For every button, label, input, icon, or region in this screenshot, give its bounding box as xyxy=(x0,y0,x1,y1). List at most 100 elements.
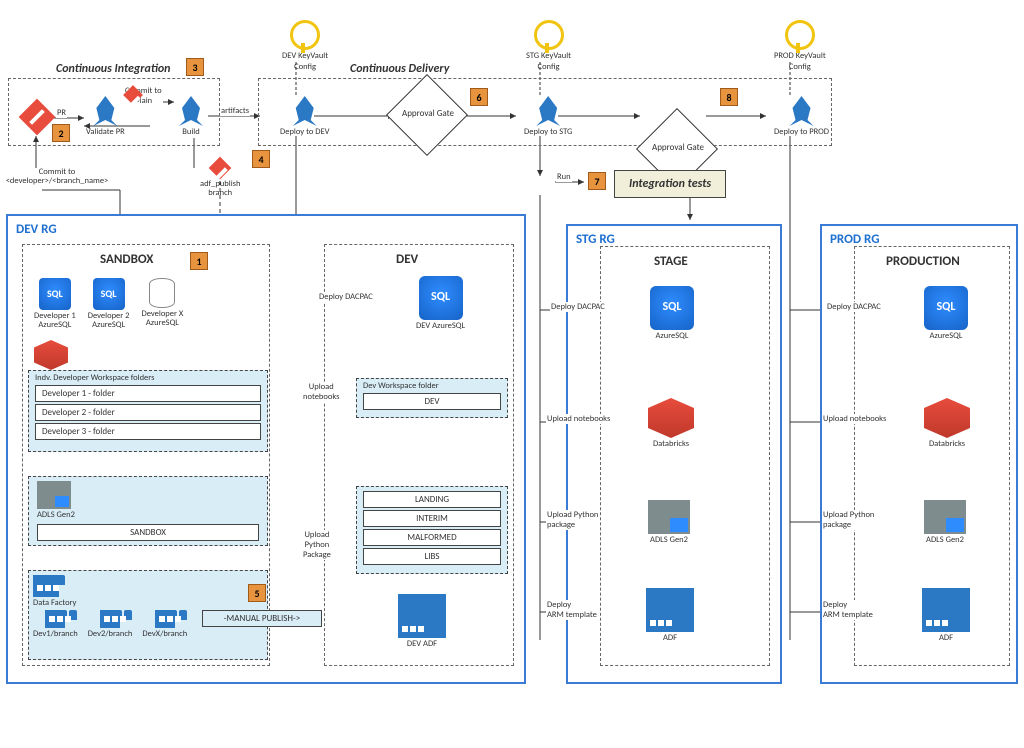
build-step: Build xyxy=(176,96,206,137)
layer: LIBS xyxy=(363,548,501,565)
prod-op-4: Deploy ARM template xyxy=(822,600,874,620)
prod-databricks: Databricks xyxy=(924,398,970,449)
rocket-icon xyxy=(787,96,817,126)
gate-label: Approval Gate xyxy=(378,108,478,119)
label: DEV AzureSQL xyxy=(416,322,465,331)
build-label: Build xyxy=(182,128,199,137)
sql-icon xyxy=(924,286,968,330)
config-label: Config xyxy=(538,63,560,72)
step-3-badge: 3 xyxy=(186,58,204,76)
validate-pr: Validate PR xyxy=(86,96,125,137)
devx-sql: Developer X AzureSQL xyxy=(141,278,183,331)
stg-op-2: Upload notebooks xyxy=(546,414,611,424)
prod-title: PRODUCTION xyxy=(886,250,960,273)
adf-block: Data Factory xyxy=(33,575,263,608)
adls-icon xyxy=(37,481,71,509)
label: Data Factory xyxy=(33,599,76,608)
artifacts-label: artifacts xyxy=(220,106,250,116)
label: Dev1/branch xyxy=(33,630,78,639)
dev-keyvault: DEV KeyVault Config xyxy=(282,20,328,73)
kv-label: PROD KeyVault xyxy=(774,52,826,61)
label: ADLS Gen2 xyxy=(37,511,75,520)
stg-keyvault: STG KeyVaultConfig xyxy=(526,20,571,73)
label: DevX/branch xyxy=(142,630,187,639)
label: ADF xyxy=(939,634,953,643)
label: Deploy to STG xyxy=(524,128,572,137)
rocket-icon xyxy=(176,96,206,126)
integration-tests: Integration tests xyxy=(614,170,726,198)
ws-folder: Developer 2 - folder xyxy=(35,404,261,421)
deploy-prod: Deploy to PROD xyxy=(774,96,829,137)
label: AzureSQL xyxy=(930,332,963,341)
git-icon-3 xyxy=(212,160,228,176)
dev-env-title: DEV xyxy=(396,248,418,271)
adf-icon xyxy=(45,610,65,628)
prod-op-3: Upload Python package xyxy=(822,510,875,530)
stg-op-1: Deploy DACPAC xyxy=(550,302,606,312)
sql-icon xyxy=(93,278,125,310)
stg-databricks: Databricks xyxy=(648,398,694,449)
dev-layers-group: LANDING INTERIM MALFORMED LIBS xyxy=(356,486,508,574)
dev-adf: DEV ADF xyxy=(398,594,446,649)
adls-icon xyxy=(648,500,690,534)
adf-icon xyxy=(398,594,446,638)
sandbox-workspace-group: Indv. Developer Workspace folders Develo… xyxy=(28,370,268,452)
adf-icon xyxy=(33,575,59,597)
sql-icon xyxy=(39,278,71,310)
sandbox-sql-row: Developer 1 AzureSQL Developer 2 AzureSQ… xyxy=(34,278,183,331)
layer: MALFORMED xyxy=(363,529,501,546)
step-1-badge: 1 xyxy=(190,252,208,270)
sql-icon xyxy=(419,276,463,320)
validate-label: Validate PR xyxy=(86,128,125,137)
dacpac-label: Deploy DACPAC xyxy=(318,292,374,302)
approval-gate-2: Approval Gate xyxy=(628,132,728,166)
prod-sql: AzureSQL xyxy=(924,286,968,341)
adf-publish-label: adf_publish branch xyxy=(200,180,240,199)
dev-ws-group: Dev Workspace folder DEV xyxy=(356,378,508,418)
kv-label: DEV KeyVault xyxy=(282,52,328,61)
label: ADLS Gen2 xyxy=(650,536,688,545)
branch-item: Dev2/branch xyxy=(88,610,133,639)
gate-label: Approval Gate xyxy=(628,142,728,153)
rocket-icon xyxy=(90,96,120,126)
label: Databricks xyxy=(929,440,965,449)
dev1-sql: Developer 1 AzureSQL xyxy=(34,278,76,331)
adf-icon xyxy=(922,588,970,632)
sandbox-folder: SANDBOX xyxy=(37,524,259,541)
branch-item: Dev1/branch xyxy=(33,610,78,639)
label: Developer X AzureSQL xyxy=(141,310,183,329)
stg-sql: AzureSQL xyxy=(650,286,694,341)
ws-header: Indv. Developer Workspace folders xyxy=(31,373,265,383)
header: Dev Workspace folder xyxy=(359,381,505,391)
config-label: Config xyxy=(789,63,811,72)
label: AzureSQL xyxy=(656,332,689,341)
adls-icon xyxy=(924,500,966,534)
prod-adf: ADF xyxy=(922,588,970,643)
run-label: Run xyxy=(556,172,572,182)
key-icon xyxy=(785,20,815,50)
dev-azuresql: DEV AzureSQL xyxy=(416,276,465,331)
step-6-badge: 6 xyxy=(470,88,488,106)
databricks-icon xyxy=(648,398,694,438)
adls-block: ADLS Gen2 xyxy=(33,481,263,520)
label: Databricks xyxy=(653,440,689,449)
adf-icon xyxy=(100,610,120,628)
cd-title: Continuous Delivery xyxy=(350,62,449,76)
adf-icon xyxy=(646,588,694,632)
ws-folder: Developer 1 - folder xyxy=(35,385,261,402)
rocket-icon xyxy=(533,96,563,126)
stg-op-4: Deploy ARM template xyxy=(546,600,598,620)
deploy-dev: Deploy to DEV xyxy=(280,96,329,137)
diagram-canvas: DEV KeyVault Config STG KeyVaultConfig PR… xyxy=(0,0,1024,748)
sandbox-databricks-icon xyxy=(34,340,68,370)
approval-gate-1: Approval Gate xyxy=(378,98,478,132)
stg-adls: ADLS Gen2 xyxy=(648,500,690,545)
rocket-icon xyxy=(290,96,320,126)
rg-title: PROD RG xyxy=(830,232,880,247)
ws-folder: Developer 3 - folder xyxy=(35,423,261,440)
label: ADF xyxy=(663,634,677,643)
pr-label: PR xyxy=(56,108,67,118)
sandbox-adls-group: ADLS Gen2 SANDBOX xyxy=(28,476,268,546)
config-label: Config xyxy=(294,63,316,72)
label: ADLS Gen2 xyxy=(926,536,964,545)
